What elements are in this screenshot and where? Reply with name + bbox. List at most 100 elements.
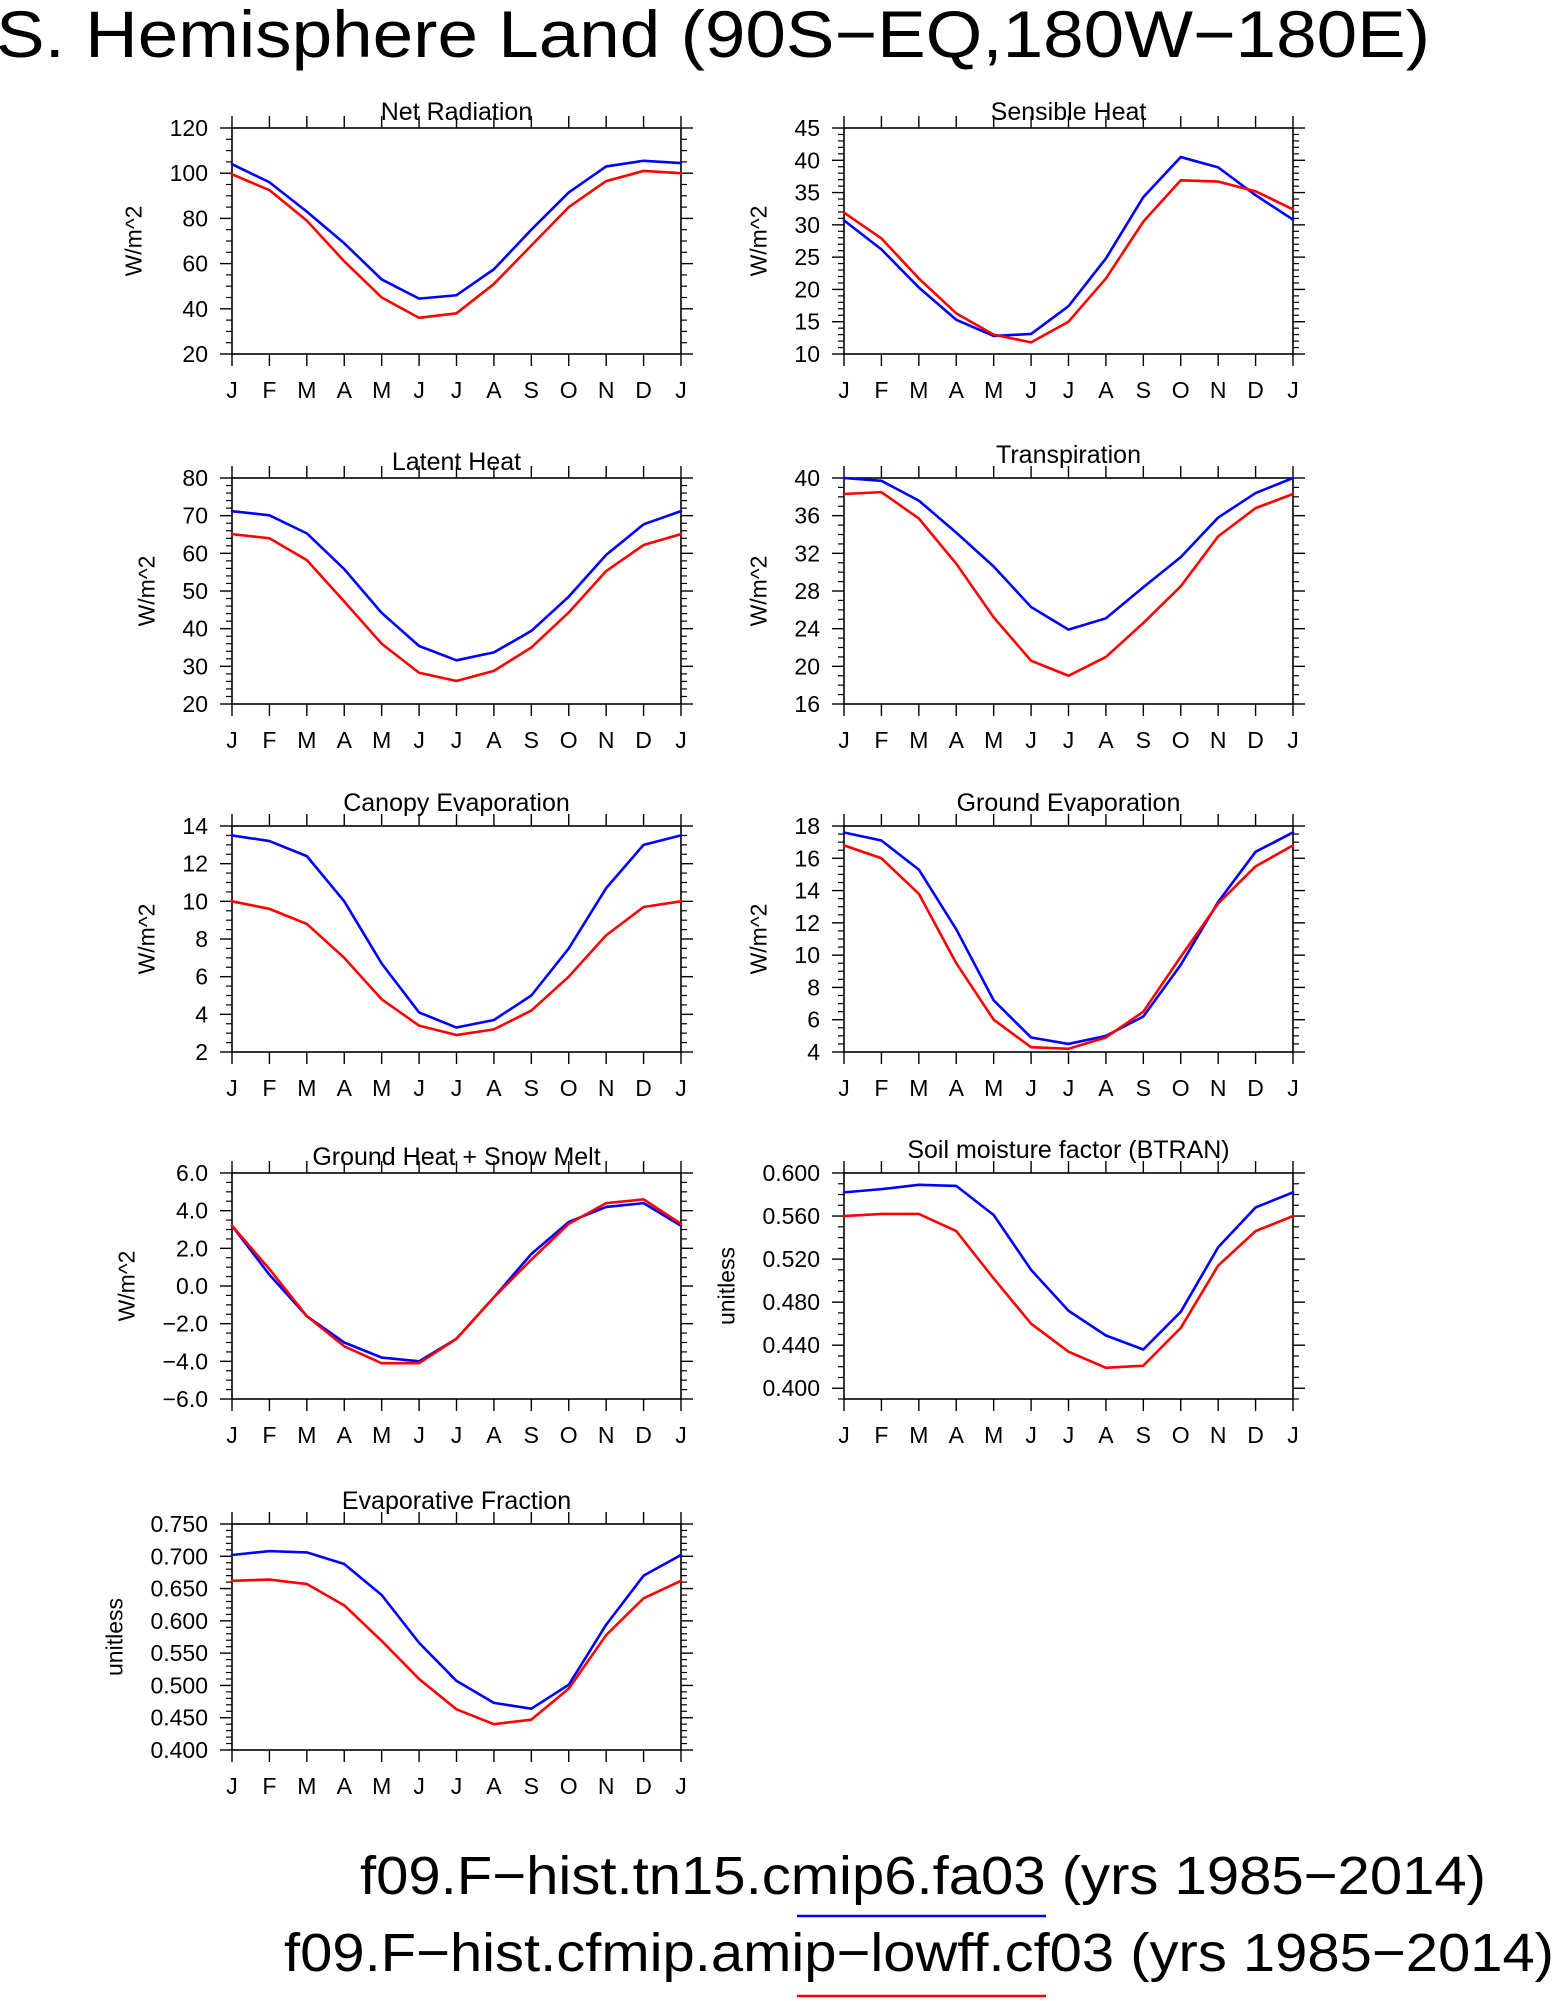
x-tick-label: S — [1136, 727, 1151, 753]
y-tick-label: 80 — [182, 465, 208, 491]
y-tick-label: 20 — [794, 276, 820, 302]
panel-title: Canopy Evaporation — [343, 789, 570, 817]
y-tick-label: 60 — [182, 540, 208, 566]
x-tick-label: F — [874, 377, 888, 403]
series-line-1 — [230, 834, 683, 1029]
x-tick-label: J — [226, 1773, 238, 1799]
x-tick-label: J — [1063, 727, 1075, 753]
y-tick-label: 0.520 — [762, 1246, 820, 1272]
x-tick-label: M — [909, 1422, 928, 1448]
x-tick-label: J — [1025, 727, 1037, 753]
panel-title: Net Radiation — [381, 98, 532, 126]
panel-title: Soil moisture factor (BTRAN) — [907, 1136, 1229, 1164]
y-tick-label: 80 — [182, 205, 208, 231]
x-tick-label: J — [451, 1075, 463, 1101]
x-tick-label: N — [598, 727, 615, 753]
x-tick-label: J — [413, 1075, 425, 1101]
x-tick-label: M — [984, 377, 1003, 403]
y-tick-label: 0.560 — [762, 1203, 820, 1229]
panel-sensible-heat: J F M A M J J A S O N D J1015202530354045W/m^2Sensib… — [745, 98, 1305, 403]
y-tick-label: 12 — [794, 910, 820, 936]
x-tick-label: J — [675, 1075, 687, 1101]
y-axis-label: unitless — [101, 1598, 127, 1676]
y-tick-label: 14 — [182, 813, 208, 839]
y-tick-label: 35 — [794, 180, 820, 206]
x-tick-label: N — [1210, 1422, 1227, 1448]
x-tick-label: M — [297, 727, 316, 753]
x-tick-label: A — [486, 1422, 502, 1448]
panel-title: Ground Heat + Snow Melt — [312, 1143, 600, 1171]
panel-ground-heat-snow-melt: J F M A M J J A S O N D J−6.0−4.0−2.00.02.04.06.0W/m… — [114, 1143, 693, 1448]
x-tick-label: S — [524, 377, 539, 403]
y-tick-label: 2.0 — [176, 1235, 208, 1261]
x-tick-label: J — [451, 727, 463, 753]
x-tick-label: O — [560, 1075, 578, 1101]
series-line-2 — [842, 490, 1295, 678]
y-axis-label: W/m^2 — [133, 904, 159, 975]
x-tick-label: A — [1098, 1422, 1114, 1448]
y-axis-label: W/m^2 — [121, 206, 147, 277]
figure-title: S. Hemisphere Land (90S−EQ,180W−180E) — [0, 0, 1430, 71]
x-tick-label: J — [226, 1422, 238, 1448]
x-tick-label: J — [838, 727, 850, 753]
y-tick-label: 32 — [794, 540, 820, 566]
y-tick-label: 10 — [182, 888, 208, 914]
y-tick-label: 12 — [182, 851, 208, 877]
series-line-2 — [230, 1578, 683, 1726]
y-tick-label: 28 — [794, 578, 820, 604]
y-tick-label: 4 — [195, 1001, 208, 1027]
y-tick-label: 0.480 — [762, 1289, 820, 1315]
y-axis-label: unitless — [713, 1247, 739, 1325]
x-tick-label: S — [524, 1773, 539, 1799]
x-tick-label: O — [560, 1773, 578, 1799]
x-tick-label: F — [262, 1773, 276, 1799]
x-tick-label: J — [838, 1075, 850, 1101]
x-tick-label: N — [1210, 1075, 1227, 1101]
y-tick-label: 4.0 — [176, 1198, 208, 1224]
x-tick-label: J — [226, 1075, 238, 1101]
series-line-1 — [842, 476, 1295, 631]
x-tick-label: J — [838, 1422, 850, 1448]
y-tick-label: 36 — [794, 503, 820, 529]
x-tick-label: J — [1063, 1422, 1075, 1448]
x-tick-label: F — [874, 1075, 888, 1101]
x-tick-label: A — [1098, 727, 1114, 753]
x-tick-label: J — [1287, 377, 1299, 403]
x-tick-label: F — [874, 1422, 888, 1448]
x-tick-label: M — [909, 1075, 928, 1101]
y-tick-label: 0.400 — [150, 1737, 208, 1763]
x-tick-label: S — [524, 1422, 539, 1448]
y-tick-label: 30 — [794, 212, 820, 238]
x-tick-label: A — [486, 727, 502, 753]
y-tick-label: 50 — [182, 578, 208, 604]
x-tick-label: O — [560, 727, 578, 753]
x-tick-label: J — [675, 377, 687, 403]
y-tick-label: −6.0 — [163, 1386, 208, 1412]
x-tick-label: D — [1247, 377, 1264, 403]
x-tick-label: J — [413, 727, 425, 753]
x-tick-label: F — [262, 377, 276, 403]
series-line-2 — [842, 179, 1295, 344]
y-tick-label: 0.500 — [150, 1672, 208, 1698]
y-tick-label: 0.600 — [150, 1608, 208, 1634]
x-tick-label: J — [675, 727, 687, 753]
x-tick-label: A — [337, 377, 353, 403]
y-tick-label: 60 — [182, 251, 208, 277]
x-tick-label: J — [1025, 1075, 1037, 1101]
y-tick-label: −2.0 — [163, 1311, 208, 1337]
x-tick-label: O — [1172, 1422, 1190, 1448]
series-line-2 — [230, 169, 683, 320]
x-tick-label: D — [635, 377, 652, 403]
y-tick-label: 18 — [794, 813, 820, 839]
series-line-1 — [230, 509, 683, 662]
y-tick-label: 24 — [794, 616, 820, 642]
x-tick-label: A — [337, 1773, 353, 1799]
legend-label-1: f09.F−hist.tn15.cmip6.fa03 (yrs 1985−201… — [360, 1846, 1486, 1906]
y-tick-label: 14 — [794, 878, 820, 904]
y-tick-label: 2 — [195, 1039, 208, 1065]
x-tick-label: M — [372, 1773, 391, 1799]
y-tick-label: 0.600 — [762, 1160, 820, 1186]
x-tick-label: M — [984, 727, 1003, 753]
